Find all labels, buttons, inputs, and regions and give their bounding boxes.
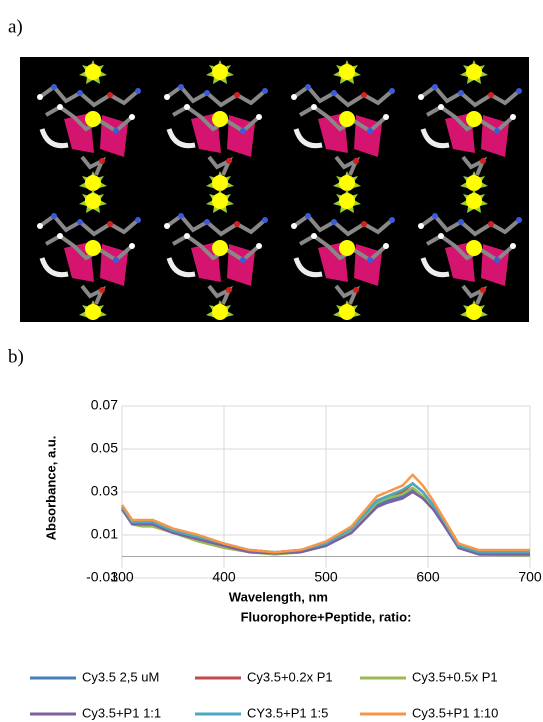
x-tick-label: 300 (110, 569, 134, 585)
y-tick-label: 0.07 (91, 397, 118, 413)
series-line (120, 473, 530, 554)
legend-label: Cy3.5+P1 1:10 (412, 705, 498, 720)
x-tick-label: 400 (212, 569, 236, 585)
legend-label: Cy3.5+0.2x P1 (247, 669, 333, 684)
y-tick-label: 0.05 (91, 440, 118, 456)
panel-label: a) (8, 16, 23, 37)
x-tick-label: 500 (314, 569, 338, 585)
legend-label: Cy3.5 2,5 uM (82, 669, 159, 684)
y-axis-title: Absorbance, a.u. (43, 436, 58, 541)
y-tick-label: 0.01 (91, 526, 118, 542)
y-tick-label: -0.01 (86, 569, 118, 585)
x-axis-title: Wavelength, nm (229, 589, 328, 604)
panel-label: b) (8, 346, 24, 367)
series-line (120, 490, 530, 556)
y-tick-label: 0.03 (91, 483, 118, 499)
x-tick-label: 700 (518, 569, 542, 585)
legend-label: CY3.5+P1 1:5 (247, 705, 328, 720)
legend-label: Cy3.5+0.5x P1 (412, 669, 498, 684)
legend-title: Fluorophore+Peptide, ratio: (241, 609, 412, 624)
series-line (120, 482, 530, 554)
x-tick-label: 600 (416, 569, 440, 585)
legend-label: Cy3.5+P1 1:1 (82, 705, 161, 720)
